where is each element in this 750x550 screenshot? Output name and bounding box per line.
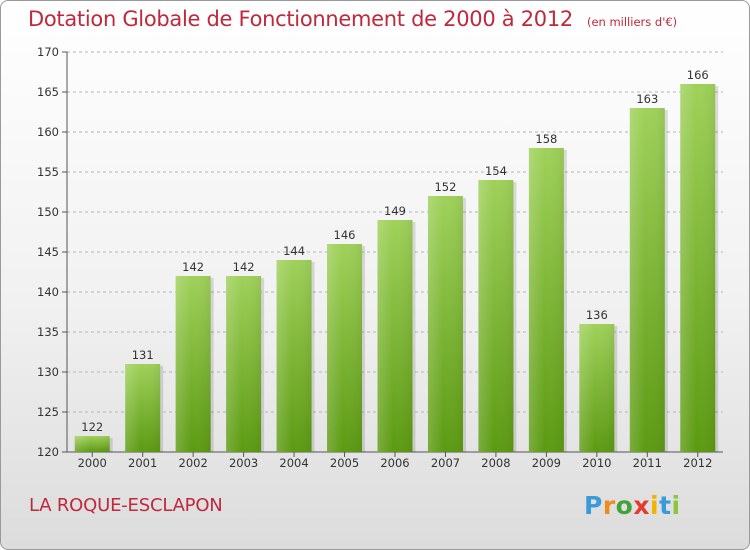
bar-highlight <box>327 244 363 452</box>
value-label: 158 <box>535 132 557 146</box>
logo-letter: i <box>671 491 681 520</box>
logo-letter: r <box>602 491 616 520</box>
x-tick-label: 2005 <box>330 456 359 470</box>
commune-name: LA ROQUE-ESCLAPON <box>29 495 223 516</box>
x-tick-label: 2007 <box>431 456 460 470</box>
bar-highlight <box>175 276 211 452</box>
y-tick-label: 155 <box>37 165 59 179</box>
value-label: 142 <box>182 260 204 274</box>
bar-highlight <box>629 108 665 452</box>
value-label: 154 <box>485 164 507 178</box>
logo-letter: o <box>615 491 634 520</box>
value-label: 136 <box>586 308 608 322</box>
chart-title: Dotation Globale de Fonctionnement de 20… <box>28 7 677 31</box>
bar-highlight <box>680 84 716 452</box>
bar-highlight <box>478 180 514 452</box>
y-tick-label: 165 <box>37 85 59 99</box>
logo-letter: x <box>633 491 650 520</box>
value-label: 144 <box>283 244 305 258</box>
y-tick-label: 160 <box>37 125 59 139</box>
chart-title-text: Dotation Globale de Fonctionnement de 20… <box>28 7 573 31</box>
y-tick-label: 120 <box>37 445 59 459</box>
bar-highlight <box>528 148 564 452</box>
value-label: 152 <box>434 180 456 194</box>
x-tick-label: 2002 <box>179 456 208 470</box>
value-label: 166 <box>687 68 709 82</box>
bar-highlight <box>226 276 262 452</box>
x-tick-label: 2009 <box>532 456 561 470</box>
y-tick-label: 150 <box>37 205 59 219</box>
bar-highlight <box>125 364 161 452</box>
value-label: 122 <box>81 420 103 434</box>
x-tick-label: 2010 <box>582 456 611 470</box>
y-tick-label: 145 <box>37 245 59 259</box>
x-tick-label: 2012 <box>683 456 712 470</box>
bar-highlight <box>579 324 615 452</box>
value-label: 142 <box>233 260 255 274</box>
x-tick-label: 2004 <box>279 456 308 470</box>
y-tick-label: 170 <box>37 45 59 59</box>
bar-highlight <box>427 196 463 452</box>
axes: 120 125 130 135 140 145 150 155 160 165 170 2000 200… <box>37 45 723 470</box>
chart-unit-label: (en milliers d'€) <box>586 15 678 29</box>
x-tick-label: 2008 <box>481 456 510 470</box>
logo-letter: i <box>650 491 660 520</box>
x-tick-label: 2001 <box>128 456 157 470</box>
value-label: 149 <box>384 204 406 218</box>
proxiti-logo[interactable]: Proxiti <box>584 491 681 520</box>
y-tick-label: 140 <box>37 285 59 299</box>
bar-highlight <box>377 220 413 452</box>
x-tick-label: 2011 <box>633 456 662 470</box>
bars <box>74 84 719 452</box>
data-labels: 122 131 142 142 144 146 149 152 154 158 136 163 166 <box>81 68 708 434</box>
logo-letter: t <box>659 491 672 520</box>
y-tick-label: 135 <box>37 325 59 339</box>
value-label: 131 <box>132 348 154 362</box>
y-tick-label: 125 <box>37 405 59 419</box>
x-tick-label: 2006 <box>380 456 409 470</box>
logo-letter: P <box>584 491 603 520</box>
value-label: 163 <box>636 92 658 106</box>
y-tick-label: 130 <box>37 365 59 379</box>
bar-highlight <box>276 260 312 452</box>
x-tick-label: 2003 <box>229 456 258 470</box>
x-tick-label: 2000 <box>78 456 107 470</box>
bar-highlight <box>74 436 110 452</box>
value-label: 146 <box>334 228 356 242</box>
